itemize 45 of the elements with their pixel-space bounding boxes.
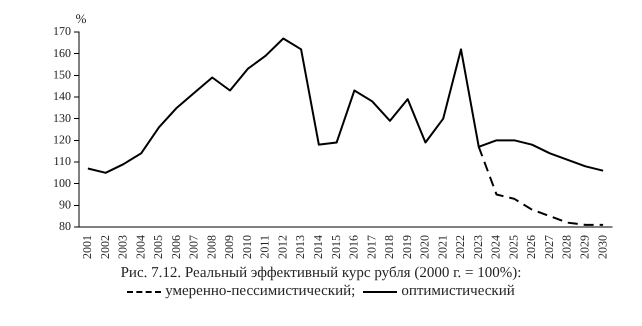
x-tick-label: 2003 [116,235,130,259]
y-tick-label: 90 [59,197,71,212]
y-tick-label: 120 [53,132,71,146]
x-tick-label: 2020 [418,235,432,259]
x-tick-label: 2026 [524,235,538,259]
y-tick-label: 160 [53,46,71,60]
x-tick-label: 2024 [488,235,503,259]
x-tick-label: 2019 [400,235,414,259]
x-tick-label: 2028 [560,235,574,259]
x-tick-label: 2013 [293,235,308,259]
y-tick-label: 80 [59,219,71,234]
y-axis-title: % [76,10,87,26]
x-tick-label: 2023 [470,235,485,259]
x-tick-label: 2014 [311,235,326,259]
y-tick-label: 100 [53,176,71,190]
x-tick-label: 2011 [258,235,272,259]
x-tick-label: 2025 [506,235,520,259]
legend-label: умеренно-пессимистический [164,282,352,300]
x-tick-label: 2009 [222,235,236,259]
text: Рис. 7.12. Реальный эффективный курс рубля (2000 г. = 100%): [120,264,522,282]
y-tick-label: 110 [53,154,71,168]
x-tick-label: 2008 [204,235,218,259]
x-tick-label: 2005 [151,235,166,259]
y-tick-label: 140 [53,89,71,104]
x-tick-label: 2015 [328,235,343,259]
y-tick-label: 130 [53,110,71,125]
x-tick-label: 2002 [98,235,112,259]
x-tick-label: 2007 [186,235,201,259]
x-tick-label: 2001 [80,235,94,259]
x-tick-label: 2021 [435,235,450,259]
x-tick-label: 2006 [168,235,183,259]
x-tick-label: 2012 [275,235,290,259]
x-tick-label: 2010 [240,235,254,259]
x-tick-label: 2018 [382,235,396,259]
y-tick-label: 170 [53,24,71,38]
x-tick-label: 2030 [595,235,610,259]
text: ; [351,282,356,300]
legend-label: оптимистический [400,282,515,300]
x-tick-label: 2004 [133,235,148,259]
y-tick-label: 150 [53,67,71,82]
x-tick-label: 2027 [542,235,556,259]
x-tick-label: 2022 [453,235,468,259]
x-tick-label: 2016 [346,235,361,259]
x-tick-label: 2017 [364,235,378,259]
x-tick-label: 2029 [578,235,592,259]
